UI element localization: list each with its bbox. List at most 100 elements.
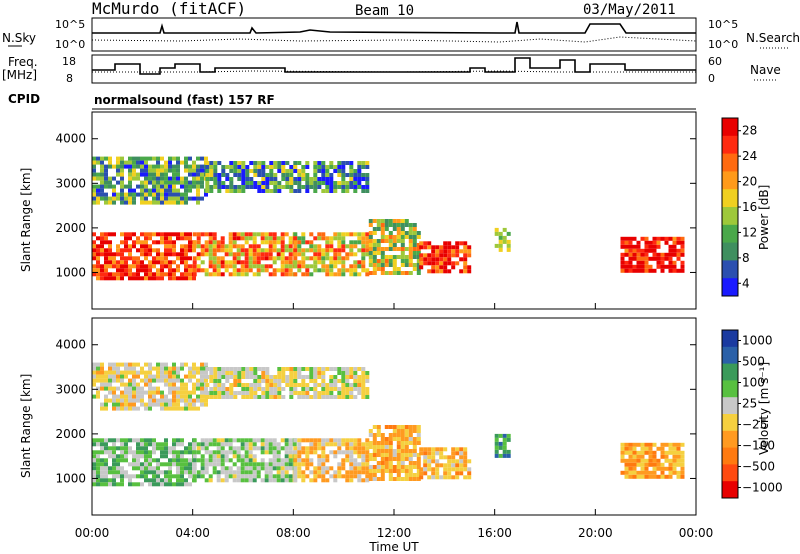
- echo-cell: [620, 236, 625, 241]
- echo-cell: [116, 462, 120, 467]
- echo-cell: [345, 252, 350, 257]
- echo-cell: [196, 192, 200, 197]
- echo-cell: [277, 387, 282, 391]
- echo-cell: [156, 240, 160, 245]
- echo-cell: [400, 263, 405, 267]
- echo-cell: [244, 466, 249, 471]
- echo-cell: [680, 458, 685, 463]
- echo-cell: [172, 442, 176, 447]
- echo-cell: [148, 200, 152, 205]
- echo-cell: [341, 240, 346, 245]
- echo-cell: [96, 450, 100, 455]
- echo-cell: [368, 255, 373, 259]
- echo-cell: [148, 478, 152, 483]
- echo-cell: [353, 232, 358, 237]
- freq-panel: [91, 54, 697, 84]
- echo-cell: [648, 264, 653, 269]
- echo-cell: [380, 457, 385, 461]
- echo-cell: [337, 442, 342, 447]
- echo-cell: [333, 450, 338, 455]
- echo-cell: [380, 231, 385, 235]
- echo-cell: [148, 268, 152, 273]
- echo-cell: [384, 469, 389, 473]
- echo-cell: [136, 374, 140, 379]
- echo-cell: [293, 236, 298, 241]
- echo-cell: [104, 406, 108, 411]
- echo-cell: [257, 367, 262, 371]
- echo-cell: [196, 172, 200, 177]
- echo-cell: [96, 362, 100, 367]
- echo-cell: [269, 173, 274, 177]
- echo-cell: [289, 379, 294, 383]
- echo-cell: [380, 255, 385, 259]
- echo-cell: [412, 441, 417, 445]
- echo-cell: [116, 272, 120, 277]
- echo-cell: [164, 200, 168, 205]
- echo-cell: [217, 181, 222, 185]
- echo-cell: [216, 256, 221, 261]
- echo-cell: [104, 378, 108, 383]
- echo-cell: [172, 184, 176, 189]
- echo-cell: [289, 189, 294, 193]
- echo-cell: [341, 177, 346, 181]
- echo-cell: [100, 366, 104, 371]
- echo-cell: [404, 247, 409, 251]
- echo-cell: [168, 382, 172, 387]
- echo-cell: [160, 406, 164, 411]
- echo-cell: [128, 188, 132, 193]
- echo-cell: [269, 395, 274, 399]
- echo-cell: [301, 252, 306, 257]
- echo-cell: [128, 268, 132, 273]
- echo-cell: [256, 232, 261, 237]
- echo-cell: [265, 165, 270, 169]
- echo-cell: [132, 462, 136, 467]
- echo-cell: [289, 165, 294, 169]
- echo-cell: [96, 248, 100, 253]
- echo-cell: [365, 252, 370, 257]
- echo-cell: [152, 390, 156, 395]
- echo-cell: [297, 189, 302, 193]
- echo-cell: [431, 467, 436, 472]
- echo-cell: [365, 165, 370, 169]
- echo-cell: [423, 463, 428, 468]
- echo-cell: [92, 240, 96, 245]
- echo-cell: [164, 454, 168, 459]
- echo-cell: [168, 474, 172, 479]
- echo-cell: [128, 402, 132, 407]
- echo-cell: [216, 450, 221, 455]
- echo-cell: [241, 391, 246, 395]
- echo-cell: [284, 268, 289, 273]
- echo-cell: [361, 173, 366, 177]
- echo-cell: [148, 378, 152, 383]
- power-cbar-label: Power [dB]: [757, 185, 771, 250]
- echo-cell: [224, 466, 229, 471]
- echo-cell: [345, 367, 350, 371]
- echo-cell: [184, 276, 188, 281]
- echo-cell: [443, 253, 448, 258]
- echo-cell: [392, 263, 397, 267]
- echo-cell: [384, 219, 389, 223]
- x-tick-label: 00:00: [679, 526, 714, 540]
- echo-cell: [192, 248, 196, 253]
- echo-cell: [172, 200, 176, 205]
- echo-cell: [372, 243, 377, 247]
- echo-cell: [380, 449, 385, 453]
- echo-cell: [668, 450, 673, 455]
- echo-cell: [208, 252, 213, 257]
- echo-cell: [100, 370, 104, 375]
- echo-cell: [672, 252, 677, 257]
- echo-cell: [451, 451, 456, 456]
- echo-cell: [200, 378, 204, 383]
- echo-cell: [325, 478, 330, 483]
- echo-cell: [261, 379, 266, 383]
- echo-cell: [140, 232, 144, 237]
- echo-cell: [213, 181, 218, 185]
- echo-cell: [232, 240, 237, 245]
- echo-cell: [400, 449, 405, 453]
- echo-cell: [100, 168, 104, 173]
- echo-cell: [644, 264, 649, 269]
- echo-cell: [680, 260, 685, 265]
- echo-cell: [140, 164, 144, 169]
- echo-cell: [128, 192, 132, 197]
- echo-cell: [281, 173, 286, 177]
